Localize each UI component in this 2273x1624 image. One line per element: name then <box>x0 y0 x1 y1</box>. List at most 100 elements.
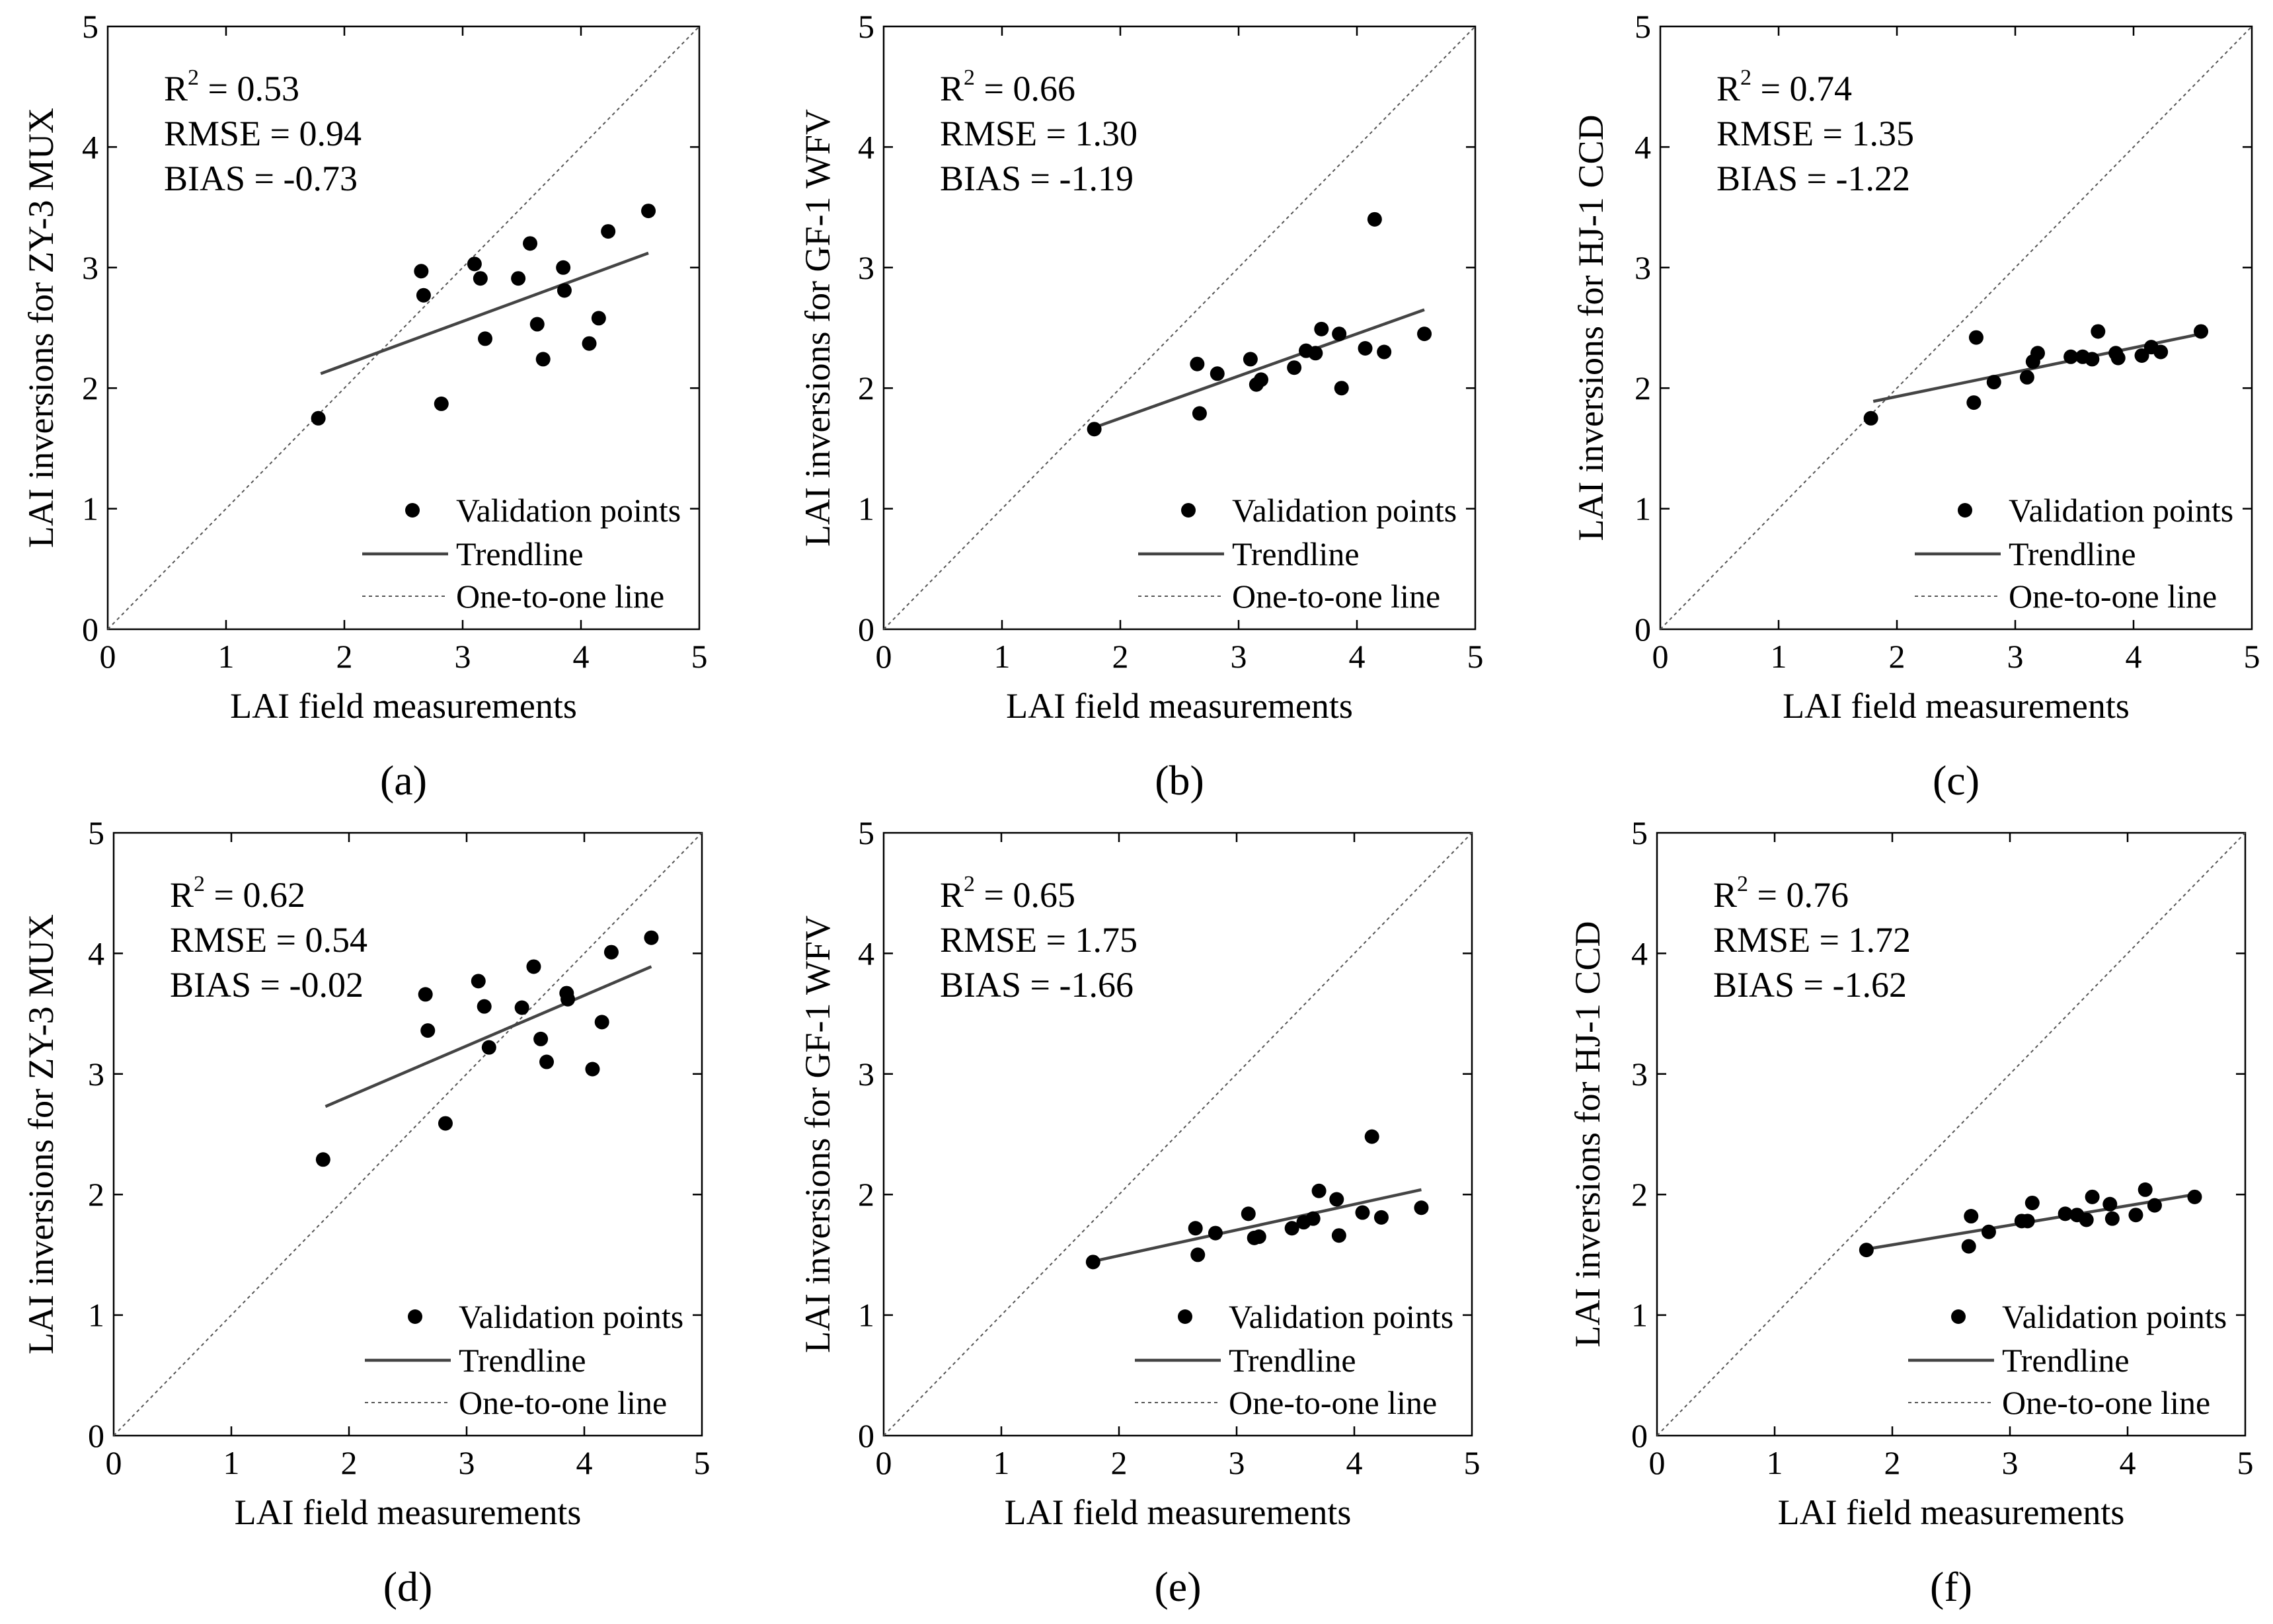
y-tick-label: 4 <box>858 128 874 165</box>
x-tick-label: 1 <box>993 1444 1010 1481</box>
validation-point <box>416 288 431 303</box>
validation-point <box>1986 375 2001 390</box>
x-tick-label: 5 <box>2237 1444 2254 1481</box>
y-tick-label: 2 <box>82 369 98 406</box>
x-tick-label: 2 <box>1884 1444 1901 1481</box>
trendline <box>1096 308 1425 428</box>
validation-point <box>539 1054 555 1069</box>
validation-point <box>1863 410 1878 426</box>
y-tick-label: 4 <box>1631 935 1648 972</box>
validation-point <box>585 1062 600 1077</box>
stat-r2: R2 = 0.76 <box>1713 872 1849 915</box>
legend-label-trend: Trendline <box>456 535 584 572</box>
y-tick-label: 5 <box>82 8 98 45</box>
validation-point <box>1308 346 1323 361</box>
x-tick-label: 5 <box>694 1444 711 1481</box>
x-tick-label: 1 <box>994 638 1011 675</box>
validation-point <box>529 317 545 332</box>
panel-label: (a) <box>380 757 427 804</box>
stat-r2-prefix: R <box>164 69 188 108</box>
validation-point <box>1254 372 1269 387</box>
one-to-one-line <box>1660 26 2253 630</box>
x-tick-label: 0 <box>1652 638 1669 675</box>
x-tick-label: 0 <box>1649 1444 1666 1481</box>
x-tick-label: 1 <box>1767 1444 1783 1481</box>
validation-point <box>511 271 526 286</box>
legend-label-trend: Trendline <box>1229 1342 1356 1379</box>
validation-point <box>1331 1228 1346 1243</box>
validation-point <box>2024 1195 2040 1210</box>
y-tick-label: 2 <box>858 369 874 406</box>
x-tick-label: 3 <box>2002 1444 2019 1481</box>
plot-frame <box>106 25 701 631</box>
x-axis-title: LAI field measurements <box>230 686 577 726</box>
x-tick-label: 4 <box>1349 638 1366 675</box>
x-tick-label: 0 <box>876 1444 892 1481</box>
stat-bias: BIAS = -0.02 <box>170 965 364 1005</box>
validation-point <box>434 396 449 411</box>
validation-point <box>2058 1206 2073 1221</box>
validation-point <box>2019 369 2034 385</box>
y-tick-label: 0 <box>858 611 874 648</box>
legend-label-points: Validation points <box>1229 1298 1453 1335</box>
validation-point <box>2020 1214 2035 1229</box>
y-tick-label: 5 <box>858 814 874 851</box>
stat-rmse: RMSE = 0.94 <box>164 114 362 153</box>
validation-point <box>2063 349 2079 364</box>
stat-r2-prefix: R <box>1716 69 1740 108</box>
panel-label: (e) <box>1154 1563 1201 1610</box>
x-axis-title: LAI field measurements <box>1005 1492 1352 1532</box>
y-tick-label: 0 <box>858 1417 874 1454</box>
legend-marker-points <box>1958 503 1972 518</box>
validation-point <box>1373 1210 1389 1225</box>
validation-point <box>471 974 486 989</box>
x-tick-label: 1 <box>223 1444 240 1481</box>
stat-r2-prefix: R <box>170 875 194 915</box>
legend-label-one-to-one: One-to-one line <box>1229 1384 1437 1421</box>
stat-rmse: RMSE = 1.72 <box>1713 920 1911 960</box>
validation-point <box>2134 348 2149 363</box>
stat-bias: BIAS = -0.73 <box>164 159 358 198</box>
validation-point <box>533 1031 549 1046</box>
y-axis-title: LAI inversions for GF-1 WFV <box>798 109 837 547</box>
x-axis-title: LAI field measurements <box>1006 686 1353 726</box>
stat-bias: BIAS = -1.19 <box>940 159 1134 198</box>
validation-point <box>557 283 572 298</box>
stat-r2-value: = 0.66 <box>975 69 1075 108</box>
y-tick-label: 5 <box>1635 8 1651 45</box>
x-tick-label: 3 <box>1229 1444 1245 1481</box>
validation-point <box>582 336 597 351</box>
legend-label-one-to-one: One-to-one line <box>456 578 664 615</box>
x-tick-label: 1 <box>1771 638 1787 675</box>
validation-point <box>2091 324 2106 339</box>
stat-r2-value: = 0.62 <box>205 875 305 915</box>
validation-point <box>1329 1192 1344 1207</box>
validation-point <box>1305 1211 1321 1226</box>
y-tick-label: 1 <box>858 1297 874 1334</box>
validation-point <box>2030 346 2046 361</box>
validation-point <box>1210 366 1225 381</box>
y-tick-label: 4 <box>1635 128 1651 165</box>
plot-frame <box>1656 831 2247 1437</box>
x-tick-label: 1 <box>218 638 235 675</box>
validation-point <box>2085 1189 2100 1204</box>
y-tick-label: 3 <box>1631 1056 1648 1093</box>
stat-r2-sup: 2 <box>1737 872 1748 896</box>
validation-point <box>641 204 656 219</box>
x-tick-label: 0 <box>106 1444 122 1481</box>
legend-label-one-to-one: One-to-one line <box>459 1384 667 1421</box>
y-axis-title: LAI inversions for HJ-1 CCD <box>1571 115 1611 541</box>
validation-point <box>414 264 429 279</box>
x-tick-label: 2 <box>341 1444 358 1481</box>
x-tick-label: 5 <box>2244 638 2260 675</box>
y-tick-label: 1 <box>1635 490 1651 527</box>
legend-label-points: Validation points <box>1232 492 1457 529</box>
x-tick-label: 2 <box>1111 1444 1128 1481</box>
validation-point <box>2079 1212 2094 1227</box>
legend-label-trend: Trendline <box>459 1342 586 1379</box>
legend-label-trend: Trendline <box>1232 535 1360 572</box>
